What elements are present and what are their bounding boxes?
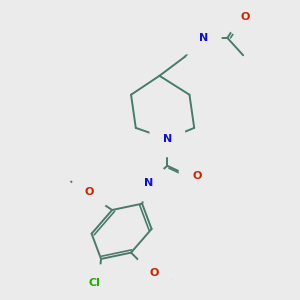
Text: N: N (163, 134, 172, 144)
Text: Cl: Cl (89, 278, 101, 288)
Text: H: H (134, 178, 142, 188)
Text: O: O (241, 12, 250, 22)
Text: O: O (85, 187, 94, 197)
Text: O: O (149, 268, 158, 278)
Text: N: N (144, 178, 153, 188)
Text: H: H (189, 33, 197, 43)
Text: N: N (199, 33, 208, 43)
Text: O: O (192, 171, 201, 181)
